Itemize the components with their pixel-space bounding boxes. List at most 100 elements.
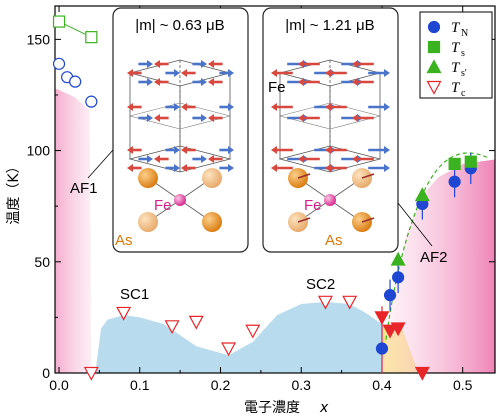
legend-label-sub: c (461, 88, 466, 99)
legend-label: T (451, 20, 461, 36)
inset-right-moment-label: |m| ~ 1.21 μB (285, 17, 374, 34)
spin-arrow-head (174, 69, 180, 77)
y-tick-label: 150 (27, 31, 51, 47)
data-point (164, 320, 180, 335)
spin-arrow-head (127, 146, 133, 154)
data-point (390, 322, 406, 337)
x-tick-label: 0.5 (453, 377, 473, 393)
spin-arrow-head (127, 164, 133, 172)
displacement-arrow (361, 173, 375, 179)
spin-arrow-head (325, 69, 331, 77)
as-atom (138, 212, 158, 232)
spin-arrow-head (147, 60, 153, 68)
phase-label-af2: AF2 (420, 249, 448, 266)
as-atom (138, 168, 158, 188)
data-point (375, 342, 389, 355)
inset-right-fe-top-label: Fe (268, 79, 286, 96)
x-axis-variable: x (319, 400, 329, 416)
phase-af2-region (381, 159, 495, 373)
data-point (221, 342, 237, 357)
af2-leader-line (397, 202, 433, 247)
legend-label-sub: s (461, 48, 465, 59)
spin-arrow-head (384, 146, 390, 154)
phase-af1-region (55, 88, 92, 373)
inset-right: |m| ~ 1.21 μB Fe Fe As (262, 7, 399, 253)
y-tick-label: 0 (42, 365, 50, 381)
spin-arrow-head (127, 103, 133, 111)
spin-arrow-head (147, 78, 153, 86)
inset-left-fe-label: Fe (154, 197, 172, 214)
spin-arrow-head (384, 103, 390, 111)
data-point (342, 295, 358, 310)
spin-arrow-head (228, 103, 234, 111)
y-tick-label: 50 (34, 254, 50, 270)
spin-arrow-head (147, 114, 153, 122)
spin-arrow-head (201, 114, 207, 122)
spin-arrow-head (352, 78, 358, 86)
legend: T NT sT s'T c (419, 11, 493, 99)
af1-leader-line (87, 149, 114, 179)
data-point (85, 31, 98, 44)
spin-arrow-head (298, 78, 304, 86)
spin-arrow-head (298, 155, 304, 163)
inset-left-as-label: As (115, 232, 133, 249)
data-point (69, 75, 82, 88)
spin-arrow-head (325, 103, 331, 111)
data-point (52, 57, 66, 70)
spin-arrow-head (154, 114, 160, 122)
spin-arrow-head (208, 78, 214, 86)
spin-arrow-head (181, 69, 187, 77)
spin-arrow-head (325, 164, 331, 172)
data-point (464, 155, 477, 168)
data-point (85, 95, 98, 108)
data-point (414, 366, 430, 381)
legend-marker (426, 80, 442, 95)
spin-arrow-head (352, 114, 358, 122)
legend-label: T (451, 40, 461, 56)
axes: 0.0 0.1 0.2 0.3 0.4 0.5 0 50 100 150 (27, 6, 495, 393)
displacement-arrow (297, 173, 311, 179)
data-point (448, 175, 461, 188)
data-markers (52, 15, 477, 381)
spin-arrow-head (228, 69, 234, 77)
spin-arrow-head (228, 164, 234, 172)
data-point (392, 271, 405, 284)
phase-sc-region (95, 301, 415, 373)
x-tick-label: 0.0 (49, 377, 69, 393)
legend-items: T NT sT s'T c (426, 20, 468, 99)
spin-arrow-head (208, 155, 214, 163)
inset-right-fe-label: Fe (304, 197, 322, 214)
spin-arrow-head (154, 78, 160, 86)
spin-arrow-head (127, 69, 133, 77)
spin-arrow-head (298, 60, 304, 68)
spin-arrow-head (147, 155, 153, 163)
data-point (414, 187, 430, 202)
data-point (83, 366, 99, 381)
legend-marker (427, 20, 441, 34)
displacement-arrow (297, 217, 311, 223)
data-point (448, 157, 461, 171)
inset-left: |m| ~ 0.63 μB Fe As (112, 7, 249, 253)
phase-regions (55, 88, 495, 373)
spin-arrow-head (271, 164, 277, 172)
phase-label-sc1: SC1 (120, 286, 149, 303)
spin-arrow-head (384, 69, 390, 77)
inset-right-lattice (271, 59, 390, 232)
inset-left-moment-label: |m| ~ 0.63 μB (135, 17, 224, 34)
x-tick-label: 0.1 (130, 377, 150, 393)
data-point (374, 311, 390, 326)
data-point (188, 315, 204, 330)
data-point (317, 295, 333, 310)
x-tick-label: 0.3 (292, 377, 312, 393)
data-point (116, 306, 132, 321)
y-tick-label: 100 (27, 143, 51, 159)
data-point (245, 324, 261, 339)
spin-arrow-head (201, 78, 207, 86)
spin-arrow-head (208, 60, 214, 68)
data-point (383, 289, 397, 302)
spin-arrow-head (181, 146, 187, 154)
spin-arrow-head (228, 146, 234, 154)
spin-arrow-head (201, 155, 207, 163)
inset-left-frame (112, 7, 249, 253)
x-tick-label: 0.4 (372, 377, 392, 393)
